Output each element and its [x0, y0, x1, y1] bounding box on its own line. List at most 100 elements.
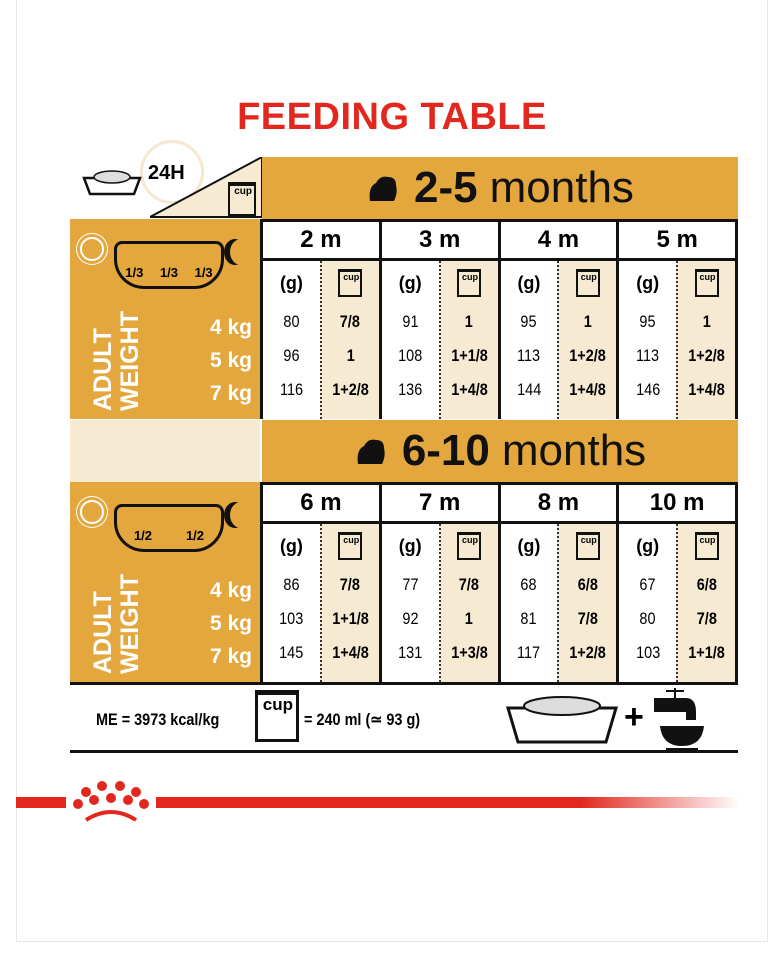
cups-value: 1+4/8 — [688, 380, 725, 399]
divider — [70, 682, 738, 685]
grams-value: 113 — [517, 346, 541, 365]
feeding-grid: (g) 80 96 116 cup 7/8 1 1+2/8 (g) 91 108 136 cup 1 1+1… — [260, 261, 738, 419]
grams-value: 80 — [283, 312, 300, 331]
cups-value: 1+4/8 — [569, 380, 607, 399]
grams-value: 116 — [279, 380, 303, 399]
weight-label: 5 kg — [209, 349, 252, 372]
weight-label: 7 kg — [209, 645, 252, 668]
food-bowl-icon — [82, 170, 142, 196]
cups-column: cup 1 1+1/8 1+4/8 — [438, 261, 498, 419]
grams-value: 95 — [520, 312, 537, 331]
portion-fraction: 1/2 — [185, 528, 205, 543]
moon-icon — [230, 502, 252, 528]
plus-sign: + — [624, 698, 644, 736]
page-title: FEEDING TABLE — [237, 96, 547, 138]
cups-value: 7/8 — [340, 575, 361, 594]
portion-fraction: 1/3 — [194, 265, 213, 280]
cups-value: 1+2/8 — [688, 346, 725, 365]
grams-value: 103 — [279, 609, 304, 628]
adult-label: ADULT — [89, 328, 117, 411]
weight-label: 4 kg — [209, 316, 252, 339]
adult-label: ADULT — [89, 591, 117, 674]
month-column: (g) 80 96 116 cup 7/8 1 1+2/8 — [263, 261, 382, 419]
divider — [70, 750, 738, 753]
grams-value: 108 — [398, 346, 423, 365]
cups-value: 1 — [702, 312, 711, 331]
month-column: (g) 77 92 131 cup 7/8 1 1+3/8 — [382, 524, 501, 682]
month-column: (g) 86 103 145 cup 7/8 1+1/8 1+4/8 — [263, 524, 382, 682]
grams-column: (g) 95 113 144 — [501, 261, 558, 419]
grams-unit: (g) — [517, 535, 541, 556]
month-label: 6 m — [263, 485, 382, 521]
cup-icon: cup — [338, 261, 363, 305]
cup-label: cup — [338, 532, 363, 560]
split-bowl: 1/3 1/3 1/3 — [114, 241, 224, 289]
grams-column: (g) 86 103 145 — [263, 524, 320, 682]
split-bowl: 1/2 1/2 — [114, 504, 224, 552]
grams-unit: (g) — [636, 272, 660, 293]
cup-label: cup — [262, 695, 293, 714]
grams-unit: (g) — [279, 535, 303, 556]
portion-fraction: 1/3 — [125, 265, 144, 280]
left-band-fill — [70, 420, 260, 482]
cup-icon: cup — [255, 690, 299, 742]
feeding-grid: (g) 86 103 145 cup 7/8 1+1/8 1+4/8 (g) 77 92 131 cup… — [260, 524, 738, 682]
month-label: 10 m — [649, 489, 705, 516]
month-label: 8 m — [501, 485, 620, 521]
grams-column: (g) 80 96 116 — [263, 261, 320, 419]
cup-equivalence: = 240 ml (≃ 93 g) — [304, 710, 421, 729]
cup-icon: cup — [228, 182, 256, 216]
month-label: 3 m — [382, 222, 501, 258]
grams-value: 91 — [402, 312, 419, 331]
cups-value: 1+1/8 — [450, 346, 488, 365]
clock-circle — [140, 140, 204, 204]
weight-panel: 1/2 1/2 4 kg 5 kg 7 kg ADULT WEIGHT — [70, 482, 260, 682]
grams-column: (g) 77 92 131 — [382, 524, 439, 682]
grams-unit: (g) — [398, 535, 422, 556]
cups-column: cup 7/8 1 1+2/8 — [319, 261, 379, 419]
brand-bar — [16, 797, 740, 808]
grams-value: 67 — [639, 575, 656, 594]
age-band-2-5: 2-5 months — [262, 157, 738, 219]
cups-column: cup 6/8 7/8 1+1/8 — [676, 524, 735, 682]
cups-value: 7/8 — [696, 609, 717, 628]
grams-unit: (g) — [517, 272, 541, 293]
month-column: (g) 95 113 144 cup 1 1+2/8 1+4/8 — [501, 261, 620, 419]
weight-label: 4 kg — [209, 579, 252, 602]
cup-label: cup — [694, 532, 719, 560]
month-label: 5 m — [656, 226, 698, 253]
grams-value: 95 — [639, 312, 656, 331]
grams-value: 96 — [283, 346, 300, 365]
energy-value: ME = 3973 kcal/kg — [96, 710, 220, 729]
weight-label: 5 kg — [209, 612, 252, 635]
period-label: 24H — [148, 162, 185, 184]
grams-value: 145 — [279, 643, 304, 662]
month-column: (g) 95 113 146 cup 1 1+2/8 1+4/8 — [619, 261, 735, 419]
grams-value: 80 — [639, 609, 656, 628]
water-tap-icon — [654, 688, 704, 750]
cups-value: 6/8 — [696, 575, 717, 594]
dog-icon — [369, 176, 397, 201]
adult-weight-label: ADULT WEIGHT — [89, 311, 144, 411]
weight-label: 7 kg — [209, 382, 252, 405]
cup-icon: cup — [457, 261, 482, 305]
cups-value: 7/8 — [459, 575, 480, 594]
cups-value: 1+4/8 — [332, 643, 369, 662]
royal-canin-crown-logo — [66, 780, 156, 824]
grams-value: 81 — [520, 609, 537, 628]
month-column: (g) 68 81 117 cup 6/8 7/8 1+2/8 — [501, 524, 620, 682]
cup-icon: cup — [575, 261, 600, 305]
month-column: (g) 91 108 136 cup 1 1+1/8 1+4/8 — [382, 261, 501, 419]
cup-label: cup — [338, 269, 363, 297]
cups-column: cup 1 1+2/8 1+4/8 — [557, 261, 617, 419]
sun-icon — [80, 237, 104, 261]
age-range: 2-5 — [414, 163, 478, 212]
moon-icon — [230, 239, 252, 265]
grams-value: 68 — [520, 575, 537, 594]
cups-value: 1+2/8 — [569, 643, 607, 662]
food-bowl-icon — [505, 696, 619, 744]
dog-icon — [357, 439, 385, 464]
cup-label: cup — [457, 532, 482, 560]
cups-value: 1+1/8 — [332, 609, 369, 628]
